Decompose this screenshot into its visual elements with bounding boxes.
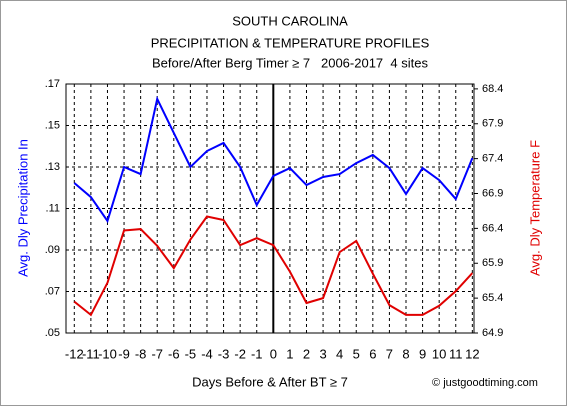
x-tick-label: 10 [432,346,446,361]
x-tick-label: 4 [336,346,343,361]
chart-title: SOUTH CAROLINA [232,13,348,28]
y-tick-label: .11 [46,202,60,214]
y-tick-label: .07 [45,285,60,297]
x-tick-label: 0 [270,346,277,361]
x-tick-label: 12 [465,346,479,361]
x-tick-label: -4 [201,346,213,361]
x-tick-label: 9 [419,346,426,361]
x-tick-label: -2 [234,346,246,361]
x-tick-label: 1 [286,346,293,361]
x-tick-label: -1 [251,346,263,361]
y2-axis-label: Avg. Dly Temperature F [527,140,542,276]
x-tick-label: -12 [65,346,84,361]
x-tick-label: -10 [98,346,117,361]
x-axis-label: Days Before & After BT ≥ 7 [192,374,348,389]
x-tick-label: 5 [353,346,360,361]
y-tick-label: .09 [45,244,60,256]
y-tick-label: .13 [45,161,60,173]
y2-tick-label: 64.9 [482,327,503,339]
plot-area [65,83,475,334]
series-line [73,95,474,224]
y-tick-label: .15 [45,119,60,131]
x-tick-label: -7 [151,346,163,361]
x-tick-label: -6 [168,346,180,361]
x-tick-label: -3 [218,346,230,361]
x-tick-label: -8 [135,346,147,361]
x-tick-label: -11 [82,346,100,361]
chart-title: PRECIPITATION & TEMPERATURE PROFILES [151,35,430,50]
x-tick-label: -9 [118,346,130,361]
x-tick-label: 11 [449,346,463,361]
series-line [73,215,474,317]
y-axis-label: Avg. Dly Precipitation In [15,139,30,277]
x-tick-label: -5 [185,346,197,361]
y2-tick-label: 66.4 [482,222,503,234]
x-tick-label: 7 [386,346,393,361]
y2-tick-label: 67.9 [482,118,503,130]
x-tick-label: 3 [319,346,326,361]
credit: © justgoodtiming.com [432,377,538,389]
x-tick-label: 8 [402,346,409,361]
y2-tick-label: 68.4 [482,83,503,95]
y2-tick-label: 65.4 [482,292,503,304]
chart-subtitle: Before/After Berg Timer ≥ 7 2006-2017 4 … [152,55,428,70]
y-tick-label: .05 [45,327,60,339]
y2-tick-label: 65.9 [482,257,503,269]
y-tick-label: .17 [45,78,60,90]
x-tick-label: 2 [303,346,310,361]
y2-tick-label: 67.4 [482,153,503,165]
y2-tick-label: 66.9 [482,187,503,199]
x-tick-label: 6 [369,346,376,361]
